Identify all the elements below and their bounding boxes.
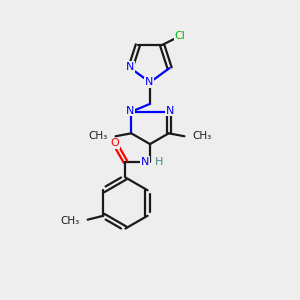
Text: CH₃: CH₃ [88,131,108,141]
Text: CH₃: CH₃ [192,131,212,141]
Text: N: N [166,106,174,116]
Text: N: N [141,157,149,167]
Text: N: N [126,62,135,72]
Text: CH₃: CH₃ [61,216,80,226]
Text: H: H [154,157,163,167]
Text: N: N [126,106,134,116]
Text: Cl: Cl [174,31,185,41]
Text: N: N [145,77,153,87]
Text: O: O [110,138,119,148]
